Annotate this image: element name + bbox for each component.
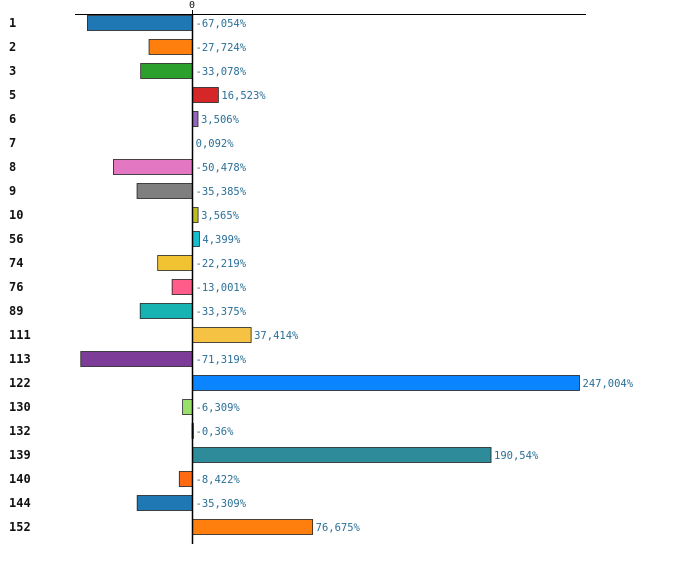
value-label: -35,385% <box>196 186 247 198</box>
value-label: 3,565% <box>201 210 240 222</box>
category-label: 10 <box>9 208 23 222</box>
category-label: 8 <box>9 160 16 174</box>
value-label: -0,36% <box>196 426 235 438</box>
category-label: 139 <box>9 448 31 462</box>
category-label: 7 <box>9 136 16 150</box>
bar <box>192 231 200 247</box>
bar <box>136 495 193 511</box>
value-label: -71,319% <box>196 354 247 366</box>
category-label: 76 <box>9 280 23 294</box>
bar <box>80 351 193 367</box>
bar <box>148 39 193 55</box>
value-label: -35,309% <box>196 498 247 510</box>
category-labels: 1235678910567476891111131221301321391401… <box>9 16 31 534</box>
category-label: 2 <box>9 40 16 54</box>
bar <box>178 471 193 487</box>
category-label: 152 <box>9 520 31 534</box>
value-label: -13,001% <box>196 282 247 294</box>
category-label: 89 <box>9 304 23 318</box>
bar <box>87 15 193 31</box>
value-label: -50,478% <box>196 162 247 174</box>
zero-tick-label: 0 <box>189 0 195 11</box>
value-label: -67,054% <box>196 18 247 30</box>
value-label: 247,004% <box>583 378 634 390</box>
category-label: 111 <box>9 328 31 342</box>
value-label: -8,422% <box>196 474 241 486</box>
bar <box>182 399 193 415</box>
category-label: 74 <box>9 256 23 270</box>
category-label: 6 <box>9 112 16 126</box>
bar <box>192 519 314 535</box>
value-label: 37,414% <box>254 330 299 342</box>
category-label: 5 <box>9 88 16 102</box>
bar <box>192 207 199 223</box>
bars-group <box>80 15 580 535</box>
bar <box>136 183 193 199</box>
bar <box>192 111 199 127</box>
bar <box>113 159 193 175</box>
bar <box>140 63 193 79</box>
bar <box>139 303 193 319</box>
bar <box>192 375 580 391</box>
value-label: -22,219% <box>196 258 247 270</box>
bar <box>192 87 219 103</box>
bar <box>192 327 252 343</box>
category-label: 140 <box>9 472 31 486</box>
category-label: 1 <box>9 16 16 30</box>
value-label: 16,523% <box>221 90 266 102</box>
bar <box>192 447 492 463</box>
value-labels: -67,054% -27,724% -33,078% 16,523% 3,506% 0,0… <box>196 18 634 534</box>
category-label: 3 <box>9 64 16 78</box>
value-label: 4,399% <box>202 234 241 246</box>
bar <box>157 255 193 271</box>
value-label: 0,092% <box>196 138 235 150</box>
category-label: 130 <box>9 400 31 414</box>
bar <box>171 279 193 295</box>
value-label: -6,309% <box>196 402 241 414</box>
category-label: 113 <box>9 352 31 366</box>
category-label: 122 <box>9 376 31 390</box>
category-label: 144 <box>9 496 31 510</box>
category-label: 9 <box>9 184 16 198</box>
category-label: 56 <box>9 232 23 246</box>
value-label: -33,375% <box>196 306 247 318</box>
category-label: 132 <box>9 424 31 438</box>
value-label: 190,54% <box>494 450 539 462</box>
value-label: -27,724% <box>196 42 247 54</box>
value-label: 3,506% <box>201 114 240 126</box>
value-label: 76,675% <box>316 522 361 534</box>
value-label: -33,078% <box>196 66 247 78</box>
